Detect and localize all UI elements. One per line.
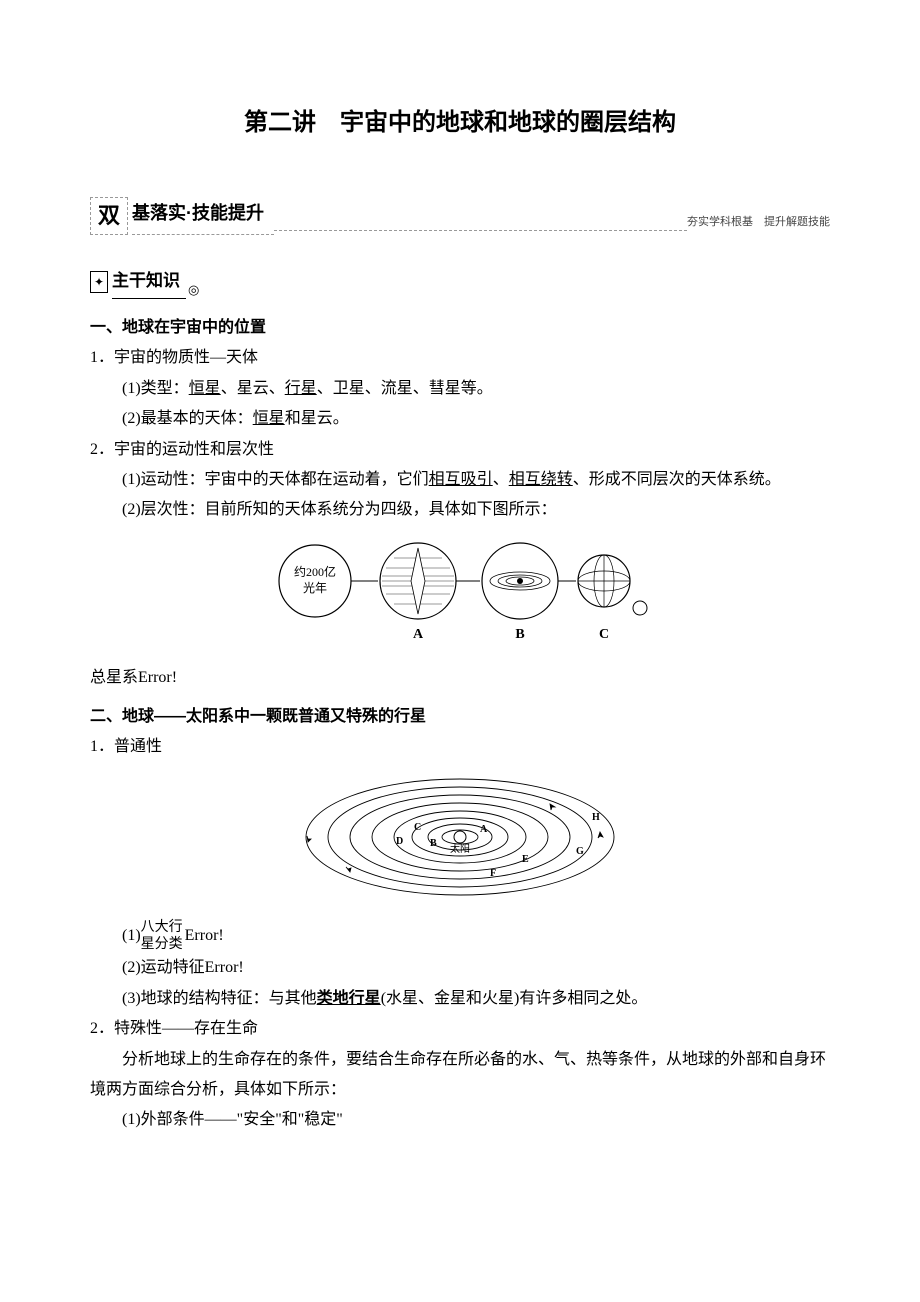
text: 、星云、	[221, 380, 285, 397]
text: (1)类型：	[122, 380, 189, 397]
fig2-A: A	[480, 824, 488, 835]
frac-bot: 星分类	[141, 937, 183, 954]
banner-subtitle: 夯实学科根基 提升解题技能	[687, 212, 830, 235]
item-2-1: 1．普通性	[90, 732, 830, 762]
underline-hengxing2: 恒星	[253, 410, 285, 427]
frac-top: 八大行	[141, 920, 183, 937]
underline-hengxing: 恒星	[189, 380, 221, 397]
text: 和星云。	[285, 410, 349, 427]
item-2-2: 2．特殊性——存在生命	[90, 1014, 830, 1044]
error-text-1: 总星系Error!	[90, 663, 830, 693]
section-banner: 双 基落实·技能提升 夯实学科根基 提升解题技能	[90, 196, 830, 235]
item-1-2: 2．宇宙的运动性和层次性	[90, 435, 830, 465]
banner-line	[274, 230, 687, 231]
item-2-1-3: (3)地球的结构特征：与其他类地行星(水星、金星和火星)有许多相同之处。	[90, 984, 830, 1014]
item-2-2-1: (1)外部条件——"安全"和"稳定"	[90, 1105, 830, 1135]
text: (2)最基本的天体：	[122, 410, 253, 427]
fig2-D: D	[396, 836, 403, 847]
universe-diagram-svg: 约200亿 光年 A B C	[270, 536, 650, 646]
banner-box: 双	[90, 197, 128, 235]
figure-universe-levels: 约200亿 光年 A B C	[90, 536, 830, 657]
fig1-label1: 约200亿	[294, 564, 336, 579]
text: (3)地球的结构特征：与其他	[122, 990, 317, 1007]
knowledge-header: ✦ 主干知识 ◎	[90, 265, 830, 299]
fig2-G: G	[576, 846, 584, 857]
item-2-1-2: (2)运动特征Error!	[90, 953, 830, 983]
fig1-C: C	[599, 627, 609, 642]
item-1-1: 1．宇宙的物质性—天体	[90, 343, 830, 373]
underline-xingxing: 行星	[285, 380, 317, 397]
item-2-1-1: (1) 八大行 星分类 Error!	[90, 920, 830, 954]
item-1-2-1: (1)运动性：宇宙中的天体都在运动着，它们相互吸引、相互绕转、形成不同层次的天体…	[90, 465, 830, 495]
knowledge-title: 主干知识	[112, 265, 186, 299]
fig2-B: B	[430, 838, 437, 849]
fig2-H: H	[592, 812, 600, 823]
banner-text: 基落实·技能提升	[132, 196, 274, 235]
circle-icon: ◎	[188, 278, 199, 303]
heading-2: 二、地球——太阳系中一颗既普通又特殊的行星	[90, 702, 830, 732]
figure-solar-system: 太阳 A B C D E F G H	[90, 772, 830, 913]
fig1-A: A	[413, 627, 424, 642]
fig2-C: C	[414, 822, 421, 833]
text: 、	[493, 471, 509, 488]
page-title: 第二讲 宇宙中的地球和地球的圈层结构	[90, 100, 830, 146]
text: 、形成不同层次的天体系统。	[573, 471, 781, 488]
item-1-1-1: (1)类型：恒星、星云、行星、卫星、流星、彗星等。	[90, 374, 830, 404]
fig2-F: F	[490, 868, 496, 879]
text: (1)	[122, 921, 141, 951]
text: (1)运动性：宇宙中的天体都在运动着，它们	[122, 471, 429, 488]
fraction-label: 八大行 星分类	[141, 920, 183, 954]
fig2-sun: 太阳	[450, 842, 470, 855]
underline-xiyin: 相互吸引	[429, 471, 493, 488]
text: 、卫星、流星、彗星等。	[317, 380, 493, 397]
heading-1: 一、地球在宇宙中的位置	[90, 313, 830, 343]
text: Error!	[185, 921, 224, 951]
star-icon: ✦	[90, 271, 108, 293]
fig1-label2: 光年	[303, 581, 327, 595]
para-2-2: 分析地球上的生命存在的条件，要结合生命存在所必备的水、气、热等条件，从地球的外部…	[90, 1045, 830, 1106]
item-1-1-2: (2)最基本的天体：恒星和星云。	[90, 404, 830, 434]
item-1-2-2: (2)层次性：目前所知的天体系统分为四级，具体如下图所示：	[90, 495, 830, 525]
underline-leidi: 类地行星	[317, 990, 381, 1007]
underline-raozhuan: 相互绕转	[509, 471, 573, 488]
solar-diagram-svg: 太阳 A B C D E F G H	[290, 772, 630, 902]
fig2-E: E	[522, 854, 529, 865]
fig1-B: B	[515, 627, 524, 642]
text: (水星、金星和火星)有许多相同之处。	[381, 990, 648, 1007]
